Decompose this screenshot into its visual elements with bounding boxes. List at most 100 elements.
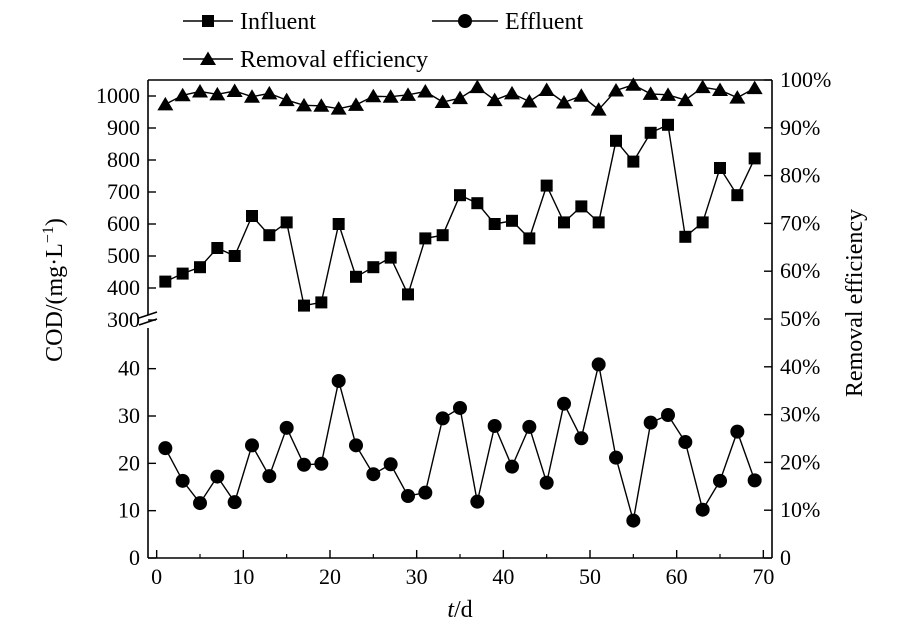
effluent-point [609, 450, 623, 465]
influent-point [298, 299, 310, 312]
effluent-point [314, 456, 329, 471]
removal-point [469, 79, 486, 94]
effluent-point [522, 419, 537, 434]
removal-point [192, 83, 208, 98]
x-tick-label: 30 [406, 564, 428, 589]
influent-point [454, 189, 466, 202]
influent-point [558, 216, 570, 229]
x-tick-label: 10 [232, 564, 254, 589]
effluent-point [297, 457, 311, 472]
y-right-tick-label: 100% [780, 67, 831, 92]
removal-point [677, 92, 694, 107]
y-upper-tick-label: 900 [107, 115, 140, 140]
y-lower-tick-label: 0 [129, 545, 140, 570]
removal-point [504, 85, 520, 100]
effluent-point [262, 469, 277, 484]
effluent-point [747, 473, 762, 488]
effluent-point [713, 473, 727, 488]
effluent-point [730, 424, 745, 439]
y-right-tick-label: 70% [780, 210, 820, 235]
removal-point [521, 94, 538, 108]
removal-point [712, 82, 728, 97]
influent-point [523, 232, 536, 245]
x-tick-label: 20 [319, 564, 341, 589]
removal-point [573, 88, 590, 102]
influent-point [228, 250, 241, 262]
axes: 0 10 20 30 40 50 60 703004005006007008009001000… [96, 67, 831, 589]
y-upper-tick-label: 1000 [96, 83, 140, 108]
influent-point [194, 261, 206, 274]
influent-point [402, 288, 414, 301]
legend-influent-label: Influent [240, 9, 316, 35]
effluent-point [401, 488, 415, 503]
influent-point [315, 296, 328, 309]
removal-point [642, 86, 659, 100]
removal-point [746, 80, 763, 95]
effluent-point [175, 473, 190, 488]
effluent-point [210, 469, 225, 484]
effluent-point [678, 435, 693, 450]
x-tick-label: 40 [492, 564, 514, 589]
series-lines [164, 84, 756, 521]
effluent-point [435, 411, 450, 426]
y-lower-tick-label: 10 [118, 498, 140, 523]
effluent-point [383, 457, 398, 472]
effluent-point [227, 495, 242, 510]
y-left-axis-label: COD/(mg·L−1) [40, 218, 68, 362]
effluent-point [539, 475, 554, 490]
y-right-tick-label: 90% [780, 115, 820, 140]
y-right-tick-label: 30% [780, 402, 820, 427]
removal-point [365, 88, 382, 103]
effluent-point [643, 415, 658, 430]
influent-point [384, 251, 397, 264]
influent-point [662, 118, 674, 131]
y-upper-tick-label: 800 [107, 147, 140, 172]
y-upper-tick-label: 400 [107, 275, 140, 300]
influent-point [731, 189, 744, 202]
removal-point [729, 90, 746, 104]
removal-point [226, 83, 243, 97]
effluent-point [557, 396, 571, 411]
y-upper-tick-label: 500 [107, 243, 140, 268]
influent-point [540, 179, 553, 192]
influent-point [332, 218, 345, 230]
removal-point [694, 79, 711, 94]
removal-point [244, 89, 260, 103]
influent-point [280, 216, 293, 229]
influent-point [176, 267, 189, 280]
influent-point [592, 216, 605, 229]
y-lower-tick-label: 20 [118, 450, 140, 475]
influent-point [644, 126, 657, 139]
effluent-point [453, 400, 467, 415]
y-right-tick-label: 80% [780, 163, 820, 188]
removal-point [174, 87, 191, 102]
y-upper-tick-label: 700 [107, 179, 140, 204]
influent-point [714, 162, 726, 174]
removal-point [538, 82, 555, 97]
removal-point [486, 92, 503, 107]
effluent-point [487, 418, 502, 433]
removal-point [313, 98, 330, 112]
removal-point [660, 87, 676, 101]
influent-point [488, 218, 501, 230]
removal-point [452, 90, 468, 105]
y-right-tick-label: 60% [780, 258, 820, 283]
removal-point [400, 87, 416, 101]
removal-point [157, 96, 174, 111]
removal-point [590, 102, 607, 116]
effluent-point [661, 408, 675, 423]
removal-point [625, 77, 642, 91]
removal-point [209, 86, 226, 101]
y-right-tick-label: 20% [780, 449, 820, 474]
influent-point [159, 275, 172, 288]
effluent-point [626, 513, 641, 528]
removal-point [261, 85, 278, 100]
removal-point [608, 83, 624, 97]
y-right-axis-label: Removal efficiency [842, 209, 868, 397]
influent-point [202, 15, 214, 27]
removal-point [330, 101, 347, 115]
effluent-point [591, 357, 606, 372]
effluent-point [245, 438, 259, 453]
